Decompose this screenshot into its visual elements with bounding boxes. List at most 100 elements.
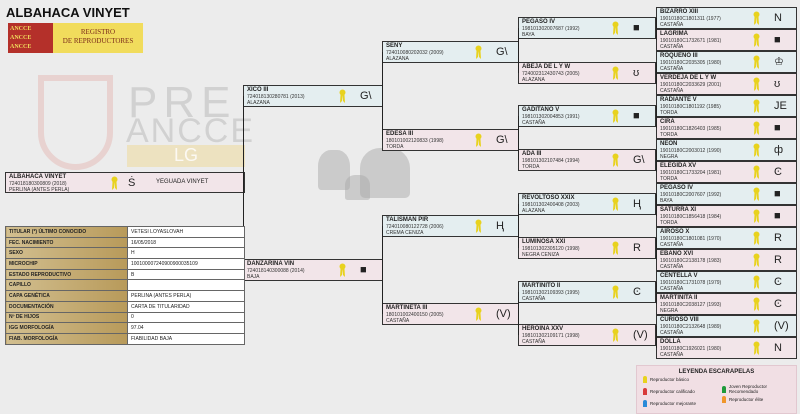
horse-card[interactable]: EDESA III 180101002120833 (1998) TORDA G\ [382,129,519,151]
horse-name: EBANO XVI [660,251,694,257]
horse-name: ALBAHACA VINYET [9,174,67,180]
ribbon-icon [612,241,619,256]
horse-card[interactable]: REVOLTOSO XXIX 198101302400408 (2003) ALAZ… [518,193,656,215]
horse-card[interactable]: ELEGIDA XV 19010180C1733204 (1981) TORDA Ͼ [656,161,797,183]
horse-coat: PERLINA (ANTES PERLA) [9,187,70,193]
ribbon-icon [339,263,346,278]
horse-registration: 19010180C1732671 (1981) [660,38,722,44]
info-row: IGG MORFOLOGÍA 97.04 [5,322,245,334]
ribbon-icon [753,11,760,26]
horse-card[interactable]: GADITANO V 198101302004853 (1991) CASTAÑA ■ [518,105,656,127]
ribbon-icon [753,209,760,224]
ribbon-icon [722,385,726,393]
horse-card[interactable]: ABEJA DE L Y W 724002312430743 (2005) ALAZ… [518,62,656,84]
horse-card[interactable]: CURIOSO VIII 19010180C2132648 (1989) CASTA… [656,315,797,337]
horse-coat: CASTAÑA [660,264,684,270]
phi-brand-icon: ф [774,144,784,156]
horse-card[interactable]: EBANO XVI 19010180C2138178 (1983) CASTAÑA R [656,249,797,271]
horse-card[interactable]: AIROSO X 19010180C1801081 (1970) CASTAÑA R [656,227,797,249]
horse-card[interactable]: PEGASO IV 198101302007687 (1992) BAYA ■ [518,17,656,39]
ribbon-icon [753,165,760,180]
horse-card[interactable]: CIRA 19010180C1826403 (1985) TORDA ■ [656,117,797,139]
info-label: Nº DE HIJOS [5,311,128,324]
ga-brand-icon: G\ [496,134,508,146]
horse-name: NEON [660,141,678,147]
horse-card[interactable]: MARTINITO II 198101302109393 (1995) CASTAÑ… [518,281,656,303]
horse-card[interactable]: RADIANTE V 19010180C1801192 (1985) TORDA JE [656,95,797,117]
horse-card[interactable]: ALBAHACA VINYET 724018180300809 (2018) PER… [5,172,245,193]
horse-card[interactable]: SATURRA XI 19010180C1856418 (1984) TORDA ■ [656,205,797,227]
horse-registration: 198101302107484 (1994) [522,158,580,164]
horse-card[interactable]: XICO III 724018130280781 (2013) ALAZANA G\ [243,85,383,107]
v2-brand-icon: (V) [633,329,648,341]
horse-card[interactable]: MARTINITA II 19010180C2038127 (1993) NEGRA… [656,293,797,315]
horse-card[interactable]: CENTELLA V 19010180C1731078 (1979) CASTAÑA… [656,271,797,293]
c-brand-icon: Ͼ [774,166,782,178]
info-value: B [127,268,245,281]
info-label: DOCUMENTACIÓN [5,300,128,313]
ribbon-icon [753,341,760,356]
horse-card[interactable]: DOLLA 19010180C1926021 (1980) CASTAÑA N [656,337,797,359]
horse-card[interactable]: TALISMAN PIR 724010080122728 (2006) CREMA … [382,215,519,237]
legend-label: Reproductor básico [650,377,690,382]
horse-registration: 19010180C1801081 (1970) [660,236,722,242]
legend-item: Reproductor mejorante [643,400,696,407]
ribbon-icon [643,400,647,407]
info-label: MICROCHIP [5,258,128,270]
horse-coat: NEGRA [660,154,678,160]
legend-label: Joven Reproductor Recomendado [728,384,767,394]
horse-name: DANZARINA VIN [247,261,295,267]
horse-coat: CASTAÑA [660,22,684,28]
horse-card[interactable]: VERDEJA DE L Y W 19010180C2033629 (2001) C… [656,73,797,95]
ribbon-icon [753,33,760,48]
info-value: H [127,247,245,260]
n-brand-icon: N [774,342,782,354]
horse-card[interactable]: DANZARINA VIN 724018140300088 (2014) BAJA ■ [243,259,383,281]
horse-registration: 19010180C1826403 (1985) [660,126,722,132]
horse-card[interactable]: ROQUEÑO III 19010180C2035305 (1980) CASTAÑ… [656,51,797,73]
horse-name: GADITANO V [522,107,560,113]
horse-card[interactable]: ADA III 198101302107484 (1994) TORDA G\ [518,149,656,171]
horse-card[interactable]: BIZARRO XIII 19010180C1801311 (1977) CASTA… [656,7,797,29]
horse-card[interactable]: LAGRIMA 19010180C1732671 (1981) CASTAÑA ■ [656,29,797,51]
horse-registration: 180101002400150 (2005) [386,312,444,318]
horse-coat: TORDA [660,176,678,182]
horse-name: MARTINETA III [386,305,428,311]
horse-registration: 724018130280781 (2013) [247,94,305,100]
connector-line [518,204,519,248]
horse-coat: CASTAÑA [660,88,684,94]
ga-brand-icon: G\ [360,90,372,102]
horse-card[interactable]: MARTINETA III 180101002400150 (2005) CASTA… [382,303,519,325]
info-row: CAPA GENÉTICA PERLINA (ANTES PERLA) [5,290,245,302]
logo-line2: DE REPRODUCTORES [62,37,134,45]
horse-registration: 19010180C2033629 (2001) [660,82,722,88]
horse-coat: CASTAÑA [660,66,684,72]
horse-coat: TORDA [660,220,678,226]
horse-card[interactable]: HEROINA XXV 198101302109171 (1998) CASTAÑA… [518,324,656,346]
v2-brand-icon: (V) [774,320,789,332]
horse-registration: 19010180C1926021 (1980) [660,346,722,352]
horse-coat: CASTAÑA [660,242,684,248]
connector-line [656,18,657,40]
horse-coat: TORDA [660,110,678,116]
horse-registration: 724010080202032 (2009) [386,50,444,56]
horse-coat: CASTAÑA [660,286,684,292]
watermark-ancce: ANCCE [126,112,256,150]
horse-name: EDESA III [386,131,414,137]
horse-card[interactable]: NEON 19010180C2003012 (1990) NEGRA ф [656,139,797,161]
horse-card[interactable]: SENY 724010080202032 (2009) ALAZANA G\ [382,41,519,63]
horse-card[interactable]: PEGASO IV 19010180C2007607 (1992) BAYA ■ [656,183,797,205]
legend-label: Reproductor élite [729,397,764,402]
square-brand-icon: ■ [360,264,367,276]
legend-item: Reproductor básico [643,376,689,383]
ribbon-icon [612,109,619,124]
horse-card[interactable]: LUMINOSA XXI 198101302305120 (1998) NEGRA … [518,237,656,259]
h-brand-icon: Ⱨ [633,198,641,210]
info-label: CAPILLO [5,279,128,292]
square-brand-icon: ■ [774,34,781,46]
info-label: IGG MORFOLOGÍA [5,322,128,334]
horse-coat: ALAZANA [386,56,409,62]
ribbon-icon [111,176,118,191]
info-value: VETESI LOYASLOVAH [127,226,245,238]
s-brand-icon: Ṡ [128,177,136,189]
